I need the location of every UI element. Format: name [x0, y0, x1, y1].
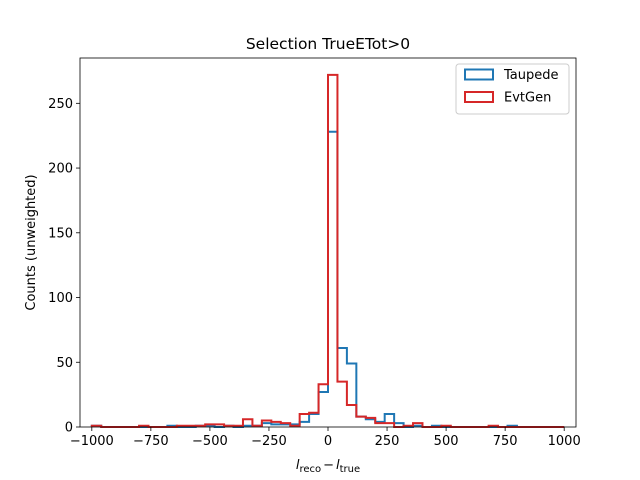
x-tick-label: −250 [251, 434, 287, 449]
y-tick-label: 200 [48, 162, 73, 177]
x-tick-label: 0 [324, 434, 332, 449]
y-tick-label: 250 [48, 97, 73, 112]
x-axis-label: lreco − ltrue [296, 458, 360, 475]
x-axis-label-minus: − [323, 458, 334, 473]
x-tick-label: −1000 [70, 434, 114, 449]
legend-swatch-taupede [464, 68, 494, 81]
x-axis-ticks: −1000 −750 −500 −250 0 250 500 750 1000 [70, 427, 581, 449]
chart-title: Selection TrueETot>0 [246, 35, 410, 53]
x-axis-label-main-2: l [336, 458, 340, 473]
legend-swatch-evtgen [464, 91, 494, 103]
x-tick-label: 250 [375, 434, 400, 449]
legend: Taupede EvtGen [455, 63, 570, 115]
x-tick-label: −500 [192, 434, 228, 449]
legend-label-evtgen: EvtGen [504, 91, 551, 106]
y-tick-label: 50 [56, 356, 73, 371]
y-tick-label: 150 [48, 226, 73, 241]
y-axis-ticks: 0 50 100 150 200 250 [48, 97, 80, 436]
x-tick-label: 1000 [548, 434, 581, 449]
y-tick-label: 0 [65, 421, 73, 436]
x-tick-label: 500 [434, 434, 459, 449]
x-axis-label-main: l [296, 458, 300, 473]
x-tick-label: 750 [493, 434, 518, 449]
y-tick-label: 100 [48, 291, 73, 306]
y-axis-label: Counts (unweighted) [24, 174, 39, 310]
legend-label-taupede: Taupede [503, 68, 559, 83]
x-axis-label-sub-reco: reco [299, 464, 321, 475]
x-tick-label: −750 [133, 434, 169, 449]
x-axis-label-sub-true: true [340, 464, 361, 475]
